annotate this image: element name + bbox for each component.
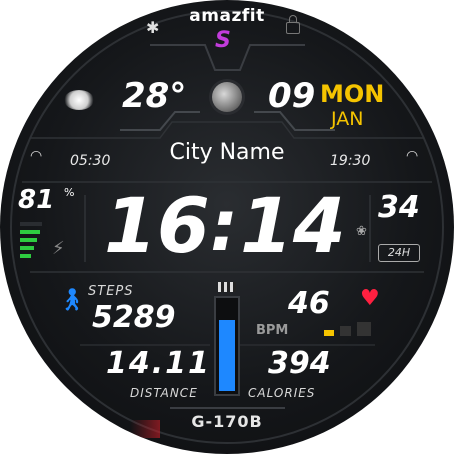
charging-icon: ⚡ xyxy=(52,238,65,259)
alarm-icon: ❀ xyxy=(356,224,367,239)
distance-label: DISTANCE xyxy=(130,386,198,400)
calories-value: 394 xyxy=(268,346,331,381)
day-number: 09 xyxy=(268,76,316,116)
brand-logo: amazfit xyxy=(189,6,265,26)
activity-progress-fill xyxy=(219,320,235,391)
hr-zone-2 xyxy=(340,326,351,336)
month: JAN xyxy=(331,108,364,130)
distance-value: 14.11 xyxy=(106,346,211,381)
battery-value: 81 xyxy=(18,185,55,215)
temperature-value: 28° xyxy=(122,76,187,116)
walking-person-icon: 🚶︎ xyxy=(58,288,86,313)
time-seconds: 34 xyxy=(378,190,420,225)
model-name: G-170B xyxy=(191,412,263,431)
bezel-ring xyxy=(10,10,444,444)
sunset-icon: ◠ xyxy=(406,148,419,164)
heart-rate-unit: BPM xyxy=(256,323,289,338)
calories-label: CALORIES xyxy=(248,386,316,400)
hr-zone-3 xyxy=(357,322,371,336)
weekday: MON xyxy=(320,80,385,108)
time-format-badge: 24H xyxy=(378,244,420,262)
battery-level-bars xyxy=(20,222,50,262)
bluetooth-icon: ✱ xyxy=(146,18,160,37)
hr-zone-1 xyxy=(324,330,334,336)
app-logo-icon: S xyxy=(215,28,231,53)
steps-label: STEPS xyxy=(88,284,134,299)
battery-unit: % xyxy=(64,186,75,199)
city-name: City Name xyxy=(169,140,285,165)
goal-flag-icon xyxy=(218,282,236,292)
red-accent xyxy=(130,420,160,438)
sunset-time: 19:30 xyxy=(330,153,371,169)
moon-cloud-icon xyxy=(64,90,94,110)
time-hours: 16 xyxy=(104,181,210,270)
lock-icon xyxy=(286,22,300,34)
steps-value: 5289 xyxy=(92,300,176,335)
lock-shackle xyxy=(289,15,297,23)
time-minutes: 14 xyxy=(240,181,346,270)
heart-rate-value: 46 xyxy=(288,286,330,321)
sunrise-icon: ◠ xyxy=(30,148,43,164)
time-separator: : xyxy=(210,185,238,267)
heart-icon: ♥ xyxy=(360,286,380,311)
activity-progress-track xyxy=(214,296,240,396)
moon-phase-icon xyxy=(212,82,242,112)
sunrise-time: 05:30 xyxy=(70,153,111,169)
